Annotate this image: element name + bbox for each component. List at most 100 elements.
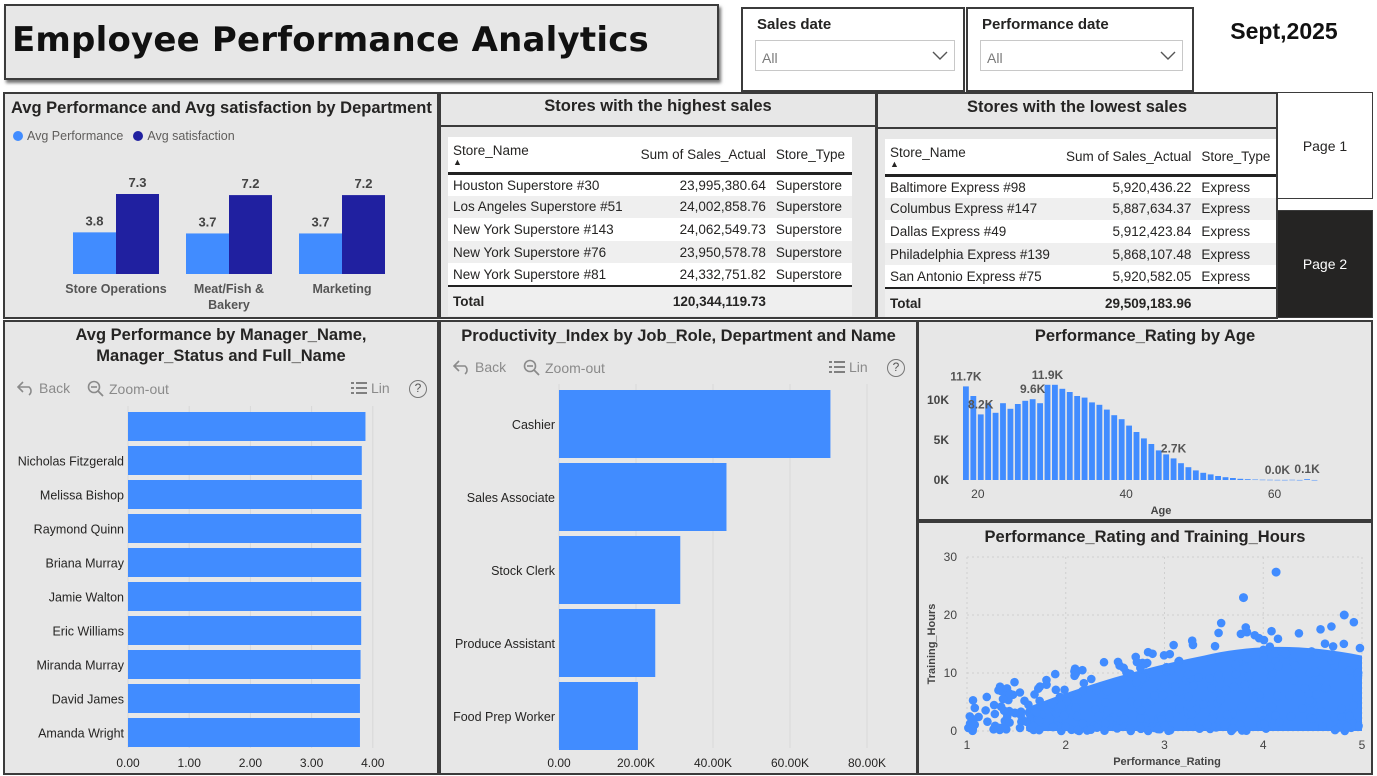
scatter-point bbox=[1249, 693, 1258, 703]
data-label: 9.6K bbox=[1020, 382, 1046, 396]
page-1-button[interactable]: Page 1 bbox=[1277, 92, 1373, 199]
scatter-point bbox=[1216, 618, 1226, 628]
scatter-point bbox=[1188, 640, 1198, 650]
tick-label: 5K bbox=[934, 433, 950, 447]
page-2-label: Page 2 bbox=[1302, 256, 1348, 272]
scatter-point bbox=[1174, 687, 1184, 697]
table-row[interactable]: New York Superstore #143 24,062,549.73 Sup… bbox=[448, 218, 852, 241]
total-empty bbox=[1196, 286, 1276, 317]
scatter-point bbox=[1214, 670, 1223, 680]
scatter-point bbox=[1125, 724, 1135, 733]
bar bbox=[1244, 479, 1251, 480]
store-type-cell: Express bbox=[1196, 220, 1276, 243]
scatter-point bbox=[1237, 702, 1247, 712]
bar bbox=[559, 463, 727, 531]
sales-date-value: All bbox=[762, 50, 778, 66]
scatter-point bbox=[1315, 675, 1325, 685]
zoom-out-button[interactable]: Zoom-out bbox=[87, 380, 169, 398]
category-label: Produce Assistant bbox=[455, 637, 556, 651]
table-row[interactable]: San Antonio Express #75 5,920,582.05 Expre… bbox=[885, 265, 1276, 288]
col-sum-sales[interactable]: Sum of Sales_Actual bbox=[1058, 139, 1197, 177]
tick-label: 30 bbox=[944, 550, 958, 564]
scatter-point bbox=[1240, 680, 1250, 690]
help-button[interactable]: ? bbox=[887, 359, 905, 377]
page-2-button[interactable]: Page 2 bbox=[1277, 210, 1373, 318]
store-type-cell: Express bbox=[1196, 265, 1276, 288]
bar bbox=[128, 514, 362, 543]
productivity-chart: Cashier Sales Associate Stock Clerk Produce… bbox=[453, 384, 886, 770]
table-row[interactable]: Columbus Express #147 5,887,634.37 Express bbox=[885, 197, 1276, 221]
help-button[interactable]: ? bbox=[409, 380, 427, 398]
category-label: Amanda Wright bbox=[38, 727, 124, 741]
bar bbox=[1192, 470, 1199, 480]
scatter-point bbox=[1274, 661, 1283, 671]
scatter-point bbox=[1073, 725, 1082, 735]
back-button[interactable]: Back bbox=[17, 380, 70, 396]
store-name-cell: Philadelphia Express #139 bbox=[885, 242, 1059, 266]
col-store-type[interactable]: Store_Type bbox=[770, 137, 852, 175]
scatter-point bbox=[1079, 678, 1089, 688]
bar bbox=[1052, 384, 1058, 480]
bar bbox=[1311, 479, 1318, 481]
col-store-name[interactable]: Store_Name ▲ bbox=[448, 137, 633, 175]
scatter-point bbox=[1289, 676, 1299, 685]
scatter-point bbox=[983, 717, 992, 726]
table-row[interactable]: Philadelphia Express #139 5,868,107.48 Exp… bbox=[885, 242, 1276, 266]
scatter-point bbox=[1330, 725, 1340, 735]
tick-label: 0 bbox=[950, 724, 957, 738]
bar bbox=[985, 403, 992, 480]
scatter-point bbox=[1048, 722, 1058, 732]
table-row[interactable]: New York Superstore #76 23,950,578.78 Supe… bbox=[448, 240, 852, 264]
col-sum-sales[interactable]: Sum of Sales_Actual bbox=[632, 137, 771, 175]
data-label: 7.2 bbox=[354, 176, 372, 191]
scatter-point bbox=[1221, 685, 1231, 695]
scatter-point bbox=[1254, 633, 1264, 643]
bar bbox=[992, 412, 999, 480]
lin-button[interactable]: Lin bbox=[351, 380, 390, 396]
table-row[interactable]: Baltimore Express #98 5,920,436.22 Express bbox=[885, 175, 1276, 198]
table-row[interactable]: New York Superstore #81 24,332,751.82 Supe… bbox=[448, 263, 852, 286]
table-row[interactable]: Los Angeles Superstore #51 24,002,858.76 S… bbox=[448, 195, 852, 219]
tick-label: 4 bbox=[1260, 738, 1267, 752]
tick-label: 20.00K bbox=[617, 756, 655, 770]
table-row[interactable]: Houston Superstore #30 23,995,380.64 Super… bbox=[448, 173, 852, 196]
lowest-sales-panel: Stores with the lowest sales Store_Name ▲… bbox=[876, 92, 1278, 319]
scatter-point bbox=[1005, 718, 1014, 727]
total-value: 29,509,183.96 bbox=[1058, 286, 1197, 317]
bar bbox=[1185, 467, 1192, 480]
tick-label: 4.00 bbox=[361, 756, 385, 770]
bar bbox=[1274, 479, 1281, 481]
bar bbox=[128, 480, 362, 509]
tick-label: 2.00 bbox=[239, 756, 263, 770]
scatter-point bbox=[1102, 686, 1112, 696]
scatter-point bbox=[1051, 685, 1061, 695]
store-name-cell: Baltimore Express #98 bbox=[885, 175, 1059, 198]
store-type-cell: Superstore bbox=[770, 218, 852, 241]
zoom-out-icon bbox=[523, 359, 540, 376]
store-name-cell: New York Superstore #143 bbox=[448, 218, 633, 241]
scatter-point bbox=[1241, 663, 1251, 673]
bar-satisfaction bbox=[116, 194, 159, 274]
zoom-out-button[interactable]: Zoom-out bbox=[523, 359, 605, 377]
scatter-point bbox=[1311, 667, 1321, 677]
performance-date-dropdown[interactable]: All bbox=[980, 40, 1183, 71]
col-store-type[interactable]: Store_Type bbox=[1196, 139, 1276, 177]
scatter-point bbox=[1244, 672, 1254, 681]
sales-cell: 5,868,107.48 bbox=[1058, 242, 1197, 266]
tick-label: 0K bbox=[934, 473, 950, 487]
scatter-point bbox=[1162, 662, 1171, 672]
back-button[interactable]: Back bbox=[453, 359, 506, 375]
sales-date-dropdown[interactable]: All bbox=[755, 40, 955, 71]
category-label: Food Prep Worker bbox=[453, 710, 555, 724]
bar bbox=[1281, 479, 1288, 481]
table-row[interactable]: Dallas Express #49 5,912,423.84 Express bbox=[885, 220, 1276, 243]
tick-label: 20 bbox=[944, 608, 958, 622]
scatter-point bbox=[1169, 640, 1178, 650]
scatter-point bbox=[1339, 610, 1349, 620]
bar bbox=[1148, 444, 1155, 480]
data-label: 0.0K bbox=[1265, 463, 1291, 477]
col-store-name[interactable]: Store_Name ▲ bbox=[885, 139, 1059, 177]
lin-button[interactable]: Lin bbox=[829, 359, 868, 375]
performance-date-label: Performance date bbox=[982, 16, 1109, 33]
axis-label: Performance_Rating bbox=[1113, 756, 1221, 768]
